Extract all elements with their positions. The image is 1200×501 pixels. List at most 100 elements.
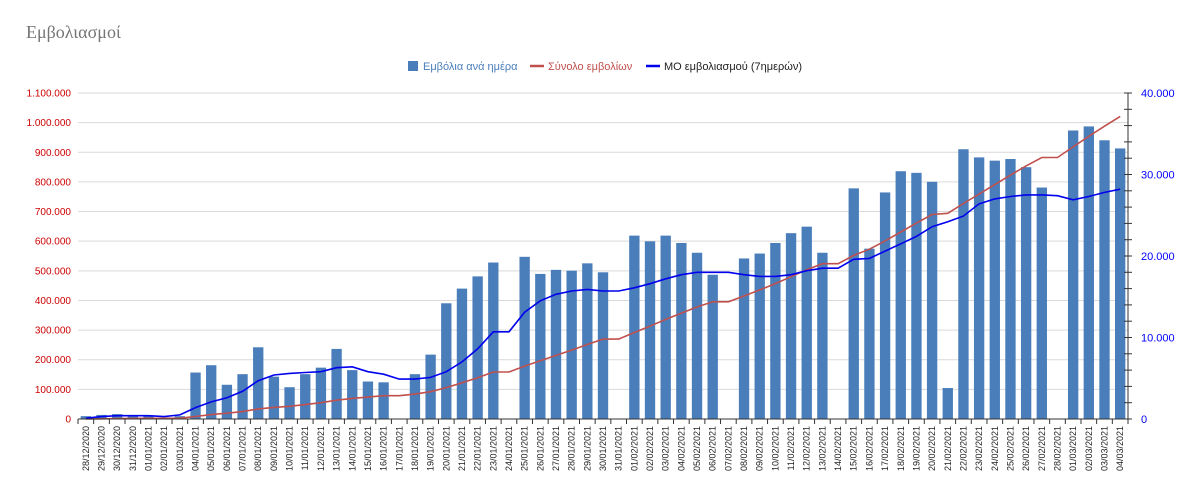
x-tick-label: 06/01/2021: [222, 426, 232, 471]
y-left-tick-label: 1.000.000: [27, 118, 72, 129]
x-tick-label: 03/01/2021: [175, 426, 185, 471]
bar: [378, 382, 389, 419]
x-tick-label: 25/02/2021: [1006, 426, 1016, 471]
x-tick-label: 20/02/2021: [927, 426, 937, 471]
bar: [911, 172, 922, 419]
legend-label: Σύνολο εμβολίων: [548, 61, 633, 73]
bar: [550, 269, 562, 419]
x-tick-label: 30/01/2021: [598, 426, 608, 471]
x-tick-label: 24/02/2021: [990, 426, 1000, 471]
bar: [331, 348, 342, 419]
x-tick-label: 23/01/2021: [488, 426, 498, 471]
x-tick-label: 31/01/2021: [614, 426, 624, 471]
bar: [519, 256, 530, 419]
x-tick-label: 04/01/2021: [191, 426, 201, 471]
x-tick-label: 03/03/2021: [1100, 426, 1110, 471]
x-tick-label: 11/02/2021: [786, 426, 796, 470]
y-right-tick-label: 40.000: [1141, 88, 1175, 100]
x-tick-label: 16/02/2021: [864, 426, 874, 471]
bar: [409, 374, 421, 419]
x-tick-label: 10/02/2021: [770, 426, 780, 471]
bar: [347, 370, 358, 419]
y-right-tick-label: 10.000: [1141, 333, 1175, 345]
x-tick-label: 21/01/2021: [457, 426, 467, 471]
x-tick-label: 07/01/2021: [238, 426, 248, 471]
y-left-tick-label: 900.000: [35, 148, 72, 159]
y-left-tick-label: 700.000: [35, 207, 72, 218]
bar: [237, 374, 248, 419]
x-tick-label: 04/02/2021: [676, 426, 686, 471]
bar: [801, 226, 812, 419]
x-tick-label: 08/01/2021: [253, 426, 263, 471]
x-tick-label: 22/02/2021: [958, 426, 968, 471]
bar: [1099, 140, 1110, 419]
bar: [644, 241, 656, 419]
bar: [629, 235, 640, 419]
x-tick-label: 05/02/2021: [692, 426, 702, 471]
x-tick-label: 08/02/2021: [739, 426, 749, 471]
legend-label: ΜΟ εμβολιασμού (7ημερών): [664, 61, 802, 73]
y-left-tick-label: 400.000: [35, 296, 72, 307]
y-left-tick-label: 0: [65, 415, 71, 426]
y-left-tick-label: 1.100.000: [27, 89, 72, 100]
x-tick-label: 18/02/2021: [896, 426, 906, 471]
x-tick-label: 27/01/2021: [551, 426, 561, 471]
total-vaccinations-line: [85, 115, 1121, 420]
bar: [472, 276, 483, 419]
bar: [1114, 148, 1126, 420]
bar: [738, 258, 750, 419]
bar: [206, 365, 217, 419]
x-tick-label: 14/01/2021: [347, 426, 357, 471]
x-tick-label: 26/02/2021: [1021, 426, 1031, 471]
x-tick-label: 15/01/2021: [363, 426, 373, 471]
bar: [958, 149, 969, 420]
bar: [300, 374, 311, 419]
y-right-tick-label: 0: [1141, 414, 1147, 426]
x-tick-label: 11/01/2021: [300, 426, 310, 470]
bar: [864, 248, 875, 419]
x-tick-label: 12/01/2021: [316, 426, 326, 471]
bar: [112, 414, 123, 419]
x-tick-label: 13/02/2021: [817, 426, 827, 471]
y-left-tick-label: 200.000: [35, 355, 72, 366]
bar: [190, 372, 201, 419]
x-tick-label: 01/01/2021: [144, 426, 154, 471]
x-tick-label: 30/12/2020: [112, 426, 122, 471]
bar: [1036, 187, 1047, 419]
y-left-tick-label: 300.000: [35, 326, 72, 337]
line-series: [85, 115, 1121, 420]
bar: [597, 272, 609, 419]
bar: [566, 270, 577, 419]
x-tick-label: 15/02/2021: [849, 426, 859, 471]
x-tick-label: 19/02/2021: [911, 426, 921, 471]
x-tick-label: 18/01/2021: [410, 426, 420, 471]
x-tick-label: 02/01/2021: [159, 426, 169, 471]
x-tick-label: 01/02/2021: [629, 426, 639, 471]
x-tick-label: 02/03/2021: [1084, 426, 1094, 471]
x-tick-label: 17/02/2021: [880, 426, 890, 471]
bar: [942, 388, 953, 419]
bar: [973, 157, 985, 419]
seven-day-average-line: [85, 188, 1121, 419]
bar: [785, 233, 797, 419]
x-tick-label: 04/03/2021: [1115, 426, 1125, 471]
bar: [848, 188, 859, 419]
bar: [268, 376, 280, 419]
x-tick-label: 28/01/2021: [567, 426, 577, 471]
x-tick-label: 14/02/2021: [833, 426, 843, 471]
bar: [441, 303, 452, 419]
y-left-tick-label: 600.000: [35, 237, 72, 248]
bar: [1067, 130, 1079, 420]
bar: [488, 262, 499, 419]
x-tick-label: 07/02/2021: [723, 426, 733, 471]
chart-title: Εμβολιασμοί: [26, 22, 121, 42]
bar: [582, 263, 593, 419]
x-tick-label: 29/01/2021: [582, 426, 592, 471]
x-tick-label: 03/02/2021: [661, 426, 671, 471]
bar: [895, 171, 906, 419]
bar: [926, 181, 938, 419]
bar: [456, 288, 468, 419]
x-tick-label: 22/01/2021: [473, 426, 483, 471]
bar: [362, 381, 374, 419]
bar: [253, 347, 264, 419]
